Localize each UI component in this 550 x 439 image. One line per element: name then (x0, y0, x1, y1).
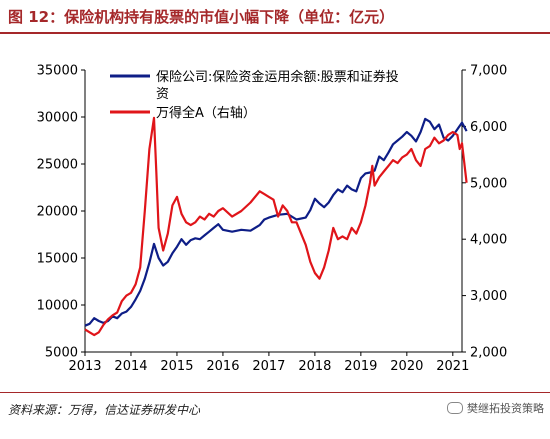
legend-label-insurance-holdings-cont: 资 (156, 87, 169, 102)
y-right-tick-label: 3,000 (470, 289, 507, 304)
footer-divider (0, 392, 550, 393)
page-title: 图 12：保险机构持有股票的市值小幅下降（单位：亿元） (8, 8, 395, 26)
legend-label-wind-all-a: 万得全A（右轴） (156, 105, 256, 121)
x-tick-label: 2018 (298, 359, 331, 374)
x-tick-label: 2020 (390, 359, 423, 374)
series-line-wind-all-a (84, 116, 468, 337)
y-left-tick-label: 15000 (37, 252, 78, 267)
x-tick-label: 2016 (206, 359, 239, 374)
x-tick-label: 2014 (114, 359, 147, 374)
y-right-tick-label: 5,000 (470, 176, 507, 191)
y-left-tick-label: 5000 (45, 346, 78, 361)
y-left-tick-label: 25000 (37, 158, 78, 173)
y-left-tick-label: 20000 (37, 205, 78, 220)
chart: 2013 2014 2015 2016 2017 2018 2019 2020 2021 500… (37, 64, 508, 375)
wechat-icon (447, 402, 463, 414)
x-tick-label: 2021 (436, 359, 469, 374)
x-tick-label: 2013 (68, 359, 101, 374)
y-left-tick-label: 10000 (37, 299, 78, 314)
watermark-text: 樊继拓投资策略 (467, 402, 544, 415)
y-right-tick-label: 7,000 (470, 64, 507, 79)
x-tick-label: 2017 (252, 359, 285, 374)
legend-label-insurance-holdings: 保险公司:保险资金运用余额:股票和证券投 (156, 69, 399, 85)
y-right-tick-label: 2,000 (470, 346, 507, 361)
x-tick-label: 2019 (344, 359, 377, 374)
y-right-tick-label: 4,000 (470, 233, 507, 248)
title-divider (0, 32, 550, 34)
y-right-tick-label: 6,000 (470, 120, 507, 135)
y-left-tick-label: 35000 (37, 64, 78, 79)
x-tick-label: 2015 (160, 359, 193, 374)
y-left-tick-label: 30000 (37, 111, 78, 126)
series-line-insurance-holdings (84, 117, 468, 327)
source-note: 资料来源：万得，信达证券研发中心 (8, 403, 201, 417)
watermark: 樊继拓投资策略 (447, 400, 544, 416)
